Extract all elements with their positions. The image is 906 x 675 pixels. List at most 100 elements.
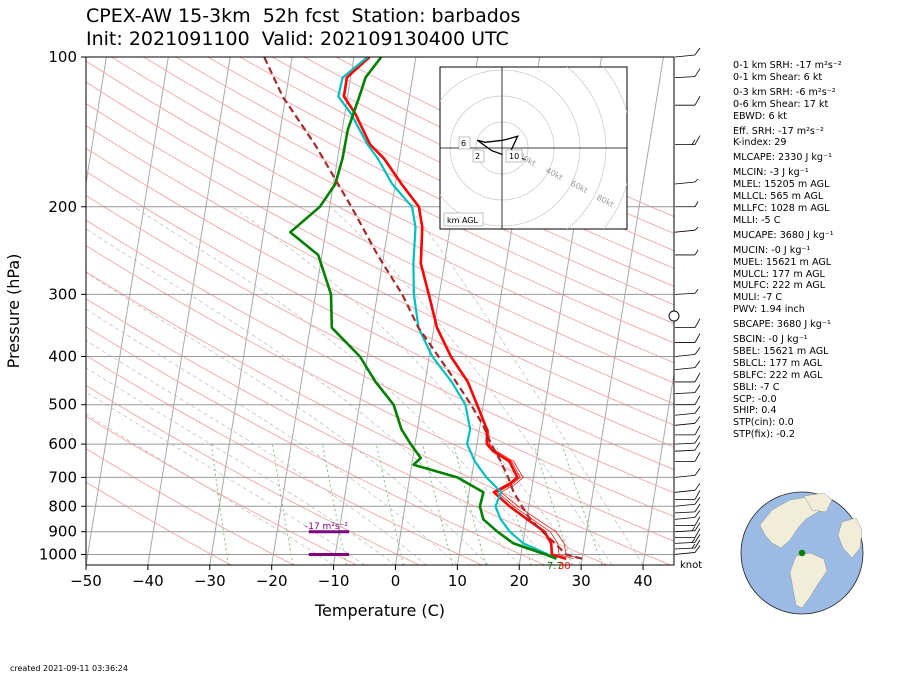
parameter-line: STP(cin): 0.0 xyxy=(733,417,794,429)
wind-barb xyxy=(675,318,701,329)
wind-barb xyxy=(675,425,701,436)
moist-adiabat-line xyxy=(86,413,334,565)
wind-barb xyxy=(674,468,701,478)
dry-adiabat-line xyxy=(86,147,674,448)
dry-adiabat-line xyxy=(86,355,483,565)
x-tick-label: −10 xyxy=(318,572,350,590)
mixing-ratio-line xyxy=(422,443,454,565)
isotherm-line xyxy=(86,57,169,565)
dry-adiabat-line xyxy=(86,219,674,518)
y-tick-label: 1000 xyxy=(39,545,77,563)
parameter-line: MULFC: 222 m AGL xyxy=(733,280,826,292)
axis-ticks: −50 −40 −30 −20 −10 0 10 20 30 40 100 200 300 400 500 6… xyxy=(39,48,653,590)
dry-adiabat-line xyxy=(86,81,674,384)
hodograph-unit-box xyxy=(443,212,484,227)
mixing-ratio-line xyxy=(271,444,294,565)
dry-adiabat-line xyxy=(86,60,674,364)
temperature-profile-line xyxy=(342,57,567,560)
isotherm-line xyxy=(147,57,231,565)
wind-barb xyxy=(675,135,701,145)
parameter-line: MULI: -7 C xyxy=(733,292,783,304)
parameter-line: 0-1 km SRH: -17 m²s⁻² xyxy=(733,60,842,71)
parameter-line: PWV: 1.94 inch xyxy=(733,304,805,316)
parameter-line: SBEL: 15621 m AGL xyxy=(733,345,829,357)
y-tick-label: 500 xyxy=(48,396,77,414)
mixing-ratio-line xyxy=(533,443,573,565)
x-tick-label: −50 xyxy=(70,572,102,590)
globe-africa xyxy=(837,517,863,559)
mixing-ratio-line xyxy=(210,444,229,565)
wind-barb xyxy=(674,406,701,416)
dry-adiabat-line xyxy=(86,448,294,565)
dry-adiabat-line xyxy=(86,125,674,426)
wind-barb xyxy=(675,528,701,539)
wind-barb xyxy=(675,96,701,106)
profile-lines xyxy=(263,57,583,560)
mixing-ratio-line xyxy=(375,444,404,565)
x-tick-label: 20 xyxy=(510,572,529,590)
chart-title-line2: Init: 2021091100 Valid: 202109130400 UTC xyxy=(86,28,509,50)
moist-adiabat-line xyxy=(408,206,644,565)
wind-barb xyxy=(674,483,701,493)
wind-barb xyxy=(675,333,701,343)
parameter-line: MLLFC: 1028 m AGL xyxy=(733,202,830,214)
wind-barb xyxy=(674,539,701,550)
knot-label: knot xyxy=(680,560,703,571)
dry-adiabat-line xyxy=(86,326,545,565)
dry-adiabat-line xyxy=(86,384,420,565)
dewpoint-profile-line xyxy=(288,57,557,560)
moist-adiabat-line xyxy=(86,340,427,565)
dry-adiabat-line xyxy=(86,481,232,565)
parameter-line: K-index: 29 xyxy=(733,137,787,149)
dry-adiabat-line xyxy=(86,171,674,471)
y-tick-label: 100 xyxy=(48,48,77,66)
wind-barb xyxy=(675,249,699,256)
parameter-line: MLCAPE: 2330 J kg⁻¹ xyxy=(733,152,832,164)
dry-adiabat-line xyxy=(143,57,674,325)
parameter-line: SBLCL: 177 m AGL xyxy=(733,357,823,369)
wind-barbs xyxy=(668,47,701,555)
wind-barb xyxy=(674,384,701,395)
isotherm-line xyxy=(271,57,355,565)
moist-adiabat-line xyxy=(86,228,520,565)
parameter-line: SHIP: 0.4 xyxy=(733,405,777,417)
x-tick-label: 0 xyxy=(391,572,401,590)
y-tick-label: 300 xyxy=(48,285,77,303)
wind-barb xyxy=(674,510,701,520)
srh-label: -17 m²s⁻² xyxy=(305,522,348,532)
x-tick-label: −40 xyxy=(132,572,164,590)
y-tick-label: 600 xyxy=(48,435,77,453)
parameter-line: MULCL: 177 m AGL xyxy=(733,268,825,280)
wind-barb xyxy=(675,452,701,462)
mixing-ratio-line xyxy=(561,443,603,565)
moist-adiabat-line xyxy=(86,272,489,565)
wind-barb xyxy=(674,68,701,78)
dry-adiabat-line xyxy=(86,195,674,494)
wind-barb xyxy=(675,490,701,500)
moist-adiabat-line xyxy=(86,367,396,565)
dry-adiabat-line xyxy=(86,103,674,405)
parameter-line: EBWD: 6 kt xyxy=(733,110,787,122)
parameter-line: SBCAPE: 3680 J kg⁻¹ xyxy=(733,319,831,331)
parameter-line: SBCIN: -0 J kg⁻¹ xyxy=(733,334,808,346)
wind-barb xyxy=(675,395,701,406)
parameter-line: MLLI: -5 C xyxy=(733,214,781,226)
srh-bars xyxy=(308,530,350,556)
wind-barb xyxy=(674,289,699,295)
parameter-line: 0-6 km Shear: 17 kt xyxy=(733,98,829,110)
parameter-line: SBLFC: 222 m AGL xyxy=(733,369,823,381)
isotherm-line xyxy=(580,57,664,565)
wind-barb xyxy=(674,497,701,507)
wind-barb xyxy=(674,434,701,445)
globe-north-america xyxy=(759,496,823,549)
dry-adiabat-line xyxy=(86,298,608,565)
parameter-line: MLEL: 15205 m AGL xyxy=(733,179,830,191)
mixing-ratio-line xyxy=(322,444,347,565)
globe-south-america xyxy=(789,552,828,609)
wind-barb xyxy=(674,545,701,555)
wind-barb xyxy=(674,416,701,426)
dry-adiabat-line xyxy=(86,245,674,542)
wind-barb xyxy=(674,178,699,185)
globe-greenland xyxy=(803,492,833,513)
